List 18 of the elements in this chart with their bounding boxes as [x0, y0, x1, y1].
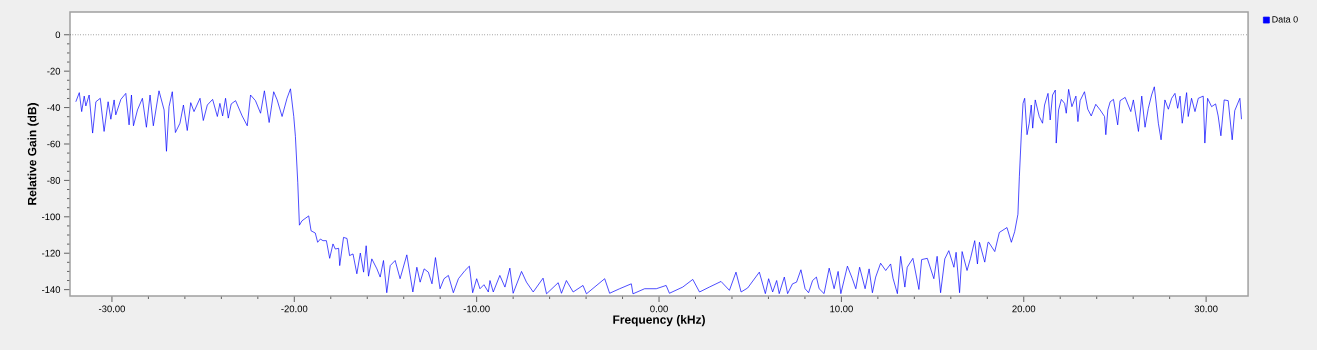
y-tick-label: -60 — [47, 140, 61, 148]
y-tick-label: 0 — [55, 31, 61, 39]
y-tick-label: -120 — [41, 249, 61, 257]
x-tick-label: -30.00 — [98, 305, 125, 313]
y-tick-label: -40 — [47, 104, 61, 111]
x-tick-label: 20.00 — [1012, 305, 1036, 313]
x-tick-label: 10.00 — [830, 305, 853, 313]
x-tick-label: 30.00 — [1194, 305, 1218, 313]
y-axis-title: Relative Gain (dB) — [27, 103, 39, 205]
y-tick-label: -100 — [41, 213, 61, 221]
y-tick-label: -20 — [47, 67, 61, 75]
y-tick-label: -80 — [47, 177, 61, 184]
legend-label: Data 0 — [1272, 16, 1298, 23]
x-tick-label: -10.00 — [463, 305, 490, 313]
x-tick-label: -20.00 — [281, 305, 308, 313]
x-tick-label: 0.00 — [650, 305, 668, 313]
y-tick-label: -140 — [41, 286, 61, 293]
x-axis-title: Frequency (kHz) — [613, 315, 705, 327]
